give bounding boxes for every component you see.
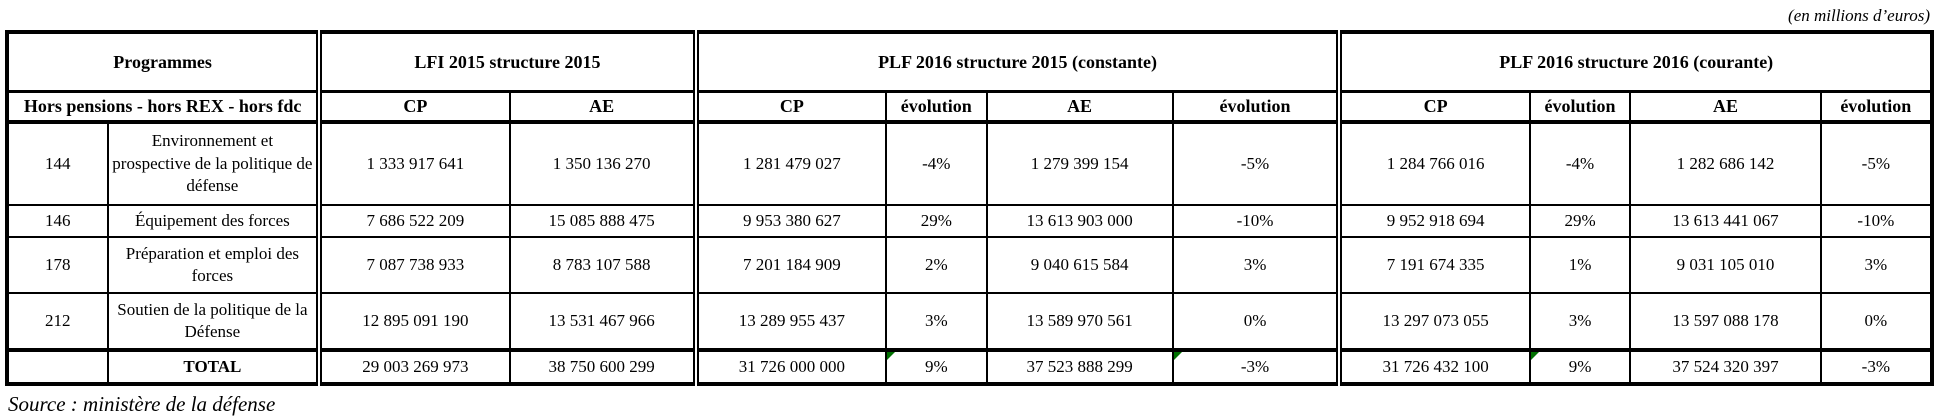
program-code: 212 <box>6 292 109 351</box>
program-code: 178 <box>6 236 109 294</box>
header-courante-cp-evolution: évolution <box>1528 90 1632 124</box>
cell-total-constante-cp-evolution: 9% <box>885 348 988 385</box>
cell-lfi-ae: 15 085 888 475 <box>508 204 697 238</box>
cell-lfi-ae: 13 531 467 966 <box>508 292 697 351</box>
cell-total-constante-ae: 37 523 888 299 <box>985 348 1174 385</box>
cell-total-lfi-ae: 38 750 600 299 <box>508 348 697 385</box>
scope-header: Hors pensions - hors REX - hors fdc <box>5 90 321 124</box>
cell-constante-cp: 7 201 184 909 <box>692 236 888 294</box>
cell-constante-cp: 13 289 955 437 <box>692 292 888 351</box>
cell-text: 9% <box>1568 357 1592 376</box>
cell-lfi-ae: 8 783 107 588 <box>508 236 697 294</box>
cell-total-courante-ae: 37 524 320 397 <box>1629 348 1822 385</box>
sub-header-row: Hors pensions - hors REX - hors fdc CP A… <box>5 90 1934 124</box>
program-code: 144 <box>6 121 109 206</box>
header-lfi-cp: CP <box>316 90 511 124</box>
comment-marker-icon <box>1531 354 1539 360</box>
cell-constante-cp-evolution: -4% <box>885 121 988 206</box>
cell-constante-ae-evolution: -10% <box>1171 204 1341 238</box>
total-row: TOTAL 29 003 269 973 38 750 600 299 31 7… <box>6 348 1934 385</box>
cell-lfi-cp: 7 686 522 209 <box>316 204 511 238</box>
cell-courante-cp-evolution: 29% <box>1528 204 1632 238</box>
program-code: 146 <box>6 204 109 238</box>
budget-table: Programmes LFI 2015 structure 2015 PLF 2… <box>5 30 1934 386</box>
group-header-programmes: Programmes <box>5 31 321 93</box>
cell-constante-cp-evolution: 29% <box>885 204 988 238</box>
table-row-178: 178 Préparation et emploi des forces 7 0… <box>6 236 1934 294</box>
table-row-212: 212 Soutien de la politique de la Défens… <box>6 292 1934 351</box>
header-courante-ae: AE <box>1629 90 1822 124</box>
table-row-144: 144 Environnement et prospective de la p… <box>6 121 1934 206</box>
cell-courante-cp: 9 952 918 694 <box>1336 204 1531 238</box>
cell-courante-cp-evolution: -4% <box>1528 121 1632 206</box>
cell-constante-ae: 9 040 615 584 <box>985 236 1174 294</box>
cell-courante-ae-evolution: -10% <box>1819 204 1934 238</box>
cell-courante-ae: 13 597 088 178 <box>1629 292 1822 351</box>
cell-courante-ae: 13 613 441 067 <box>1629 204 1822 238</box>
cell-courante-ae: 9 031 105 010 <box>1629 236 1822 294</box>
cell-courante-ae-evolution: 3% <box>1819 236 1934 294</box>
cell-lfi-cp: 7 087 738 933 <box>316 236 511 294</box>
cell-courante-cp-evolution: 1% <box>1528 236 1632 294</box>
cell-courante-ae-evolution: -5% <box>1819 121 1934 206</box>
cell-total-constante-ae-evolution: -3% <box>1171 348 1341 385</box>
group-header-plf-2016-courante: PLF 2016 structure 2016 (courante) <box>1336 31 1933 93</box>
cell-constante-cp: 1 281 479 027 <box>692 121 888 206</box>
table-row-146: 146 Équipement des forces 7 686 522 209 … <box>6 204 1934 238</box>
header-constante-cp-evolution: évolution <box>885 90 988 124</box>
program-name: Environnement et prospective de la polit… <box>106 121 321 206</box>
empty-cell <box>6 348 109 385</box>
cell-text: -3% <box>1240 357 1270 376</box>
cell-constante-ae: 13 589 970 561 <box>985 292 1174 351</box>
cell-courante-ae: 1 282 686 142 <box>1629 121 1822 206</box>
program-name: Préparation et emploi des forces <box>106 236 321 294</box>
cell-total-courante-cp: 31 726 432 100 <box>1336 348 1531 385</box>
header-courante-cp: CP <box>1336 90 1531 124</box>
header-constante-ae-evolution: évolution <box>1171 90 1341 124</box>
cell-constante-cp-evolution: 2% <box>885 236 988 294</box>
comment-marker-icon <box>1174 354 1182 360</box>
cell-courante-cp: 1 284 766 016 <box>1336 121 1531 206</box>
cell-constante-cp-evolution: 3% <box>885 292 988 351</box>
header-constante-cp: CP <box>692 90 888 124</box>
group-header-lfi-2015: LFI 2015 structure 2015 <box>316 31 697 93</box>
cell-total-courante-cp-evolution: 9% <box>1528 348 1632 385</box>
cell-lfi-cp: 1 333 917 641 <box>316 121 511 206</box>
header-constante-ae: AE <box>985 90 1174 124</box>
page: (en millions d’euros) Programmes LFI 201… <box>5 6 1934 416</box>
program-name: Équipement des forces <box>106 204 321 238</box>
header-courante-ae-evolution: évolution <box>1819 90 1934 124</box>
cell-total-courante-ae-evolution: -3% <box>1819 348 1934 385</box>
cell-courante-cp: 7 191 674 335 <box>1336 236 1531 294</box>
group-header-row: Programmes LFI 2015 structure 2015 PLF 2… <box>5 31 1933 93</box>
cell-constante-ae-evolution: 0% <box>1171 292 1341 351</box>
units-caption: (en millions d’euros) <box>1788 6 1930 25</box>
header-lfi-ae: AE <box>508 90 697 124</box>
cell-courante-cp: 13 297 073 055 <box>1336 292 1531 351</box>
total-label: TOTAL <box>106 348 321 385</box>
cell-constante-ae-evolution: 3% <box>1171 236 1341 294</box>
cell-total-constante-cp: 31 726 000 000 <box>692 348 888 385</box>
cell-constante-ae-evolution: -5% <box>1171 121 1341 206</box>
cell-courante-cp-evolution: 3% <box>1528 292 1632 351</box>
cell-total-lfi-cp: 29 003 269 973 <box>316 348 511 385</box>
cell-constante-cp: 9 953 380 627 <box>692 204 888 238</box>
cell-constante-ae: 1 279 399 154 <box>985 121 1174 206</box>
cell-courante-ae-evolution: 0% <box>1819 292 1934 351</box>
group-header-plf-2016-constante: PLF 2016 structure 2015 (constante) <box>692 31 1341 93</box>
comment-marker-icon <box>888 354 896 360</box>
cell-text: 9% <box>924 357 948 376</box>
cell-lfi-cp: 12 895 091 190 <box>316 292 511 351</box>
program-name: Soutien de la politique de la Défense <box>106 292 321 351</box>
cell-constante-ae: 13 613 903 000 <box>985 204 1174 238</box>
cell-lfi-ae: 1 350 136 270 <box>508 121 697 206</box>
